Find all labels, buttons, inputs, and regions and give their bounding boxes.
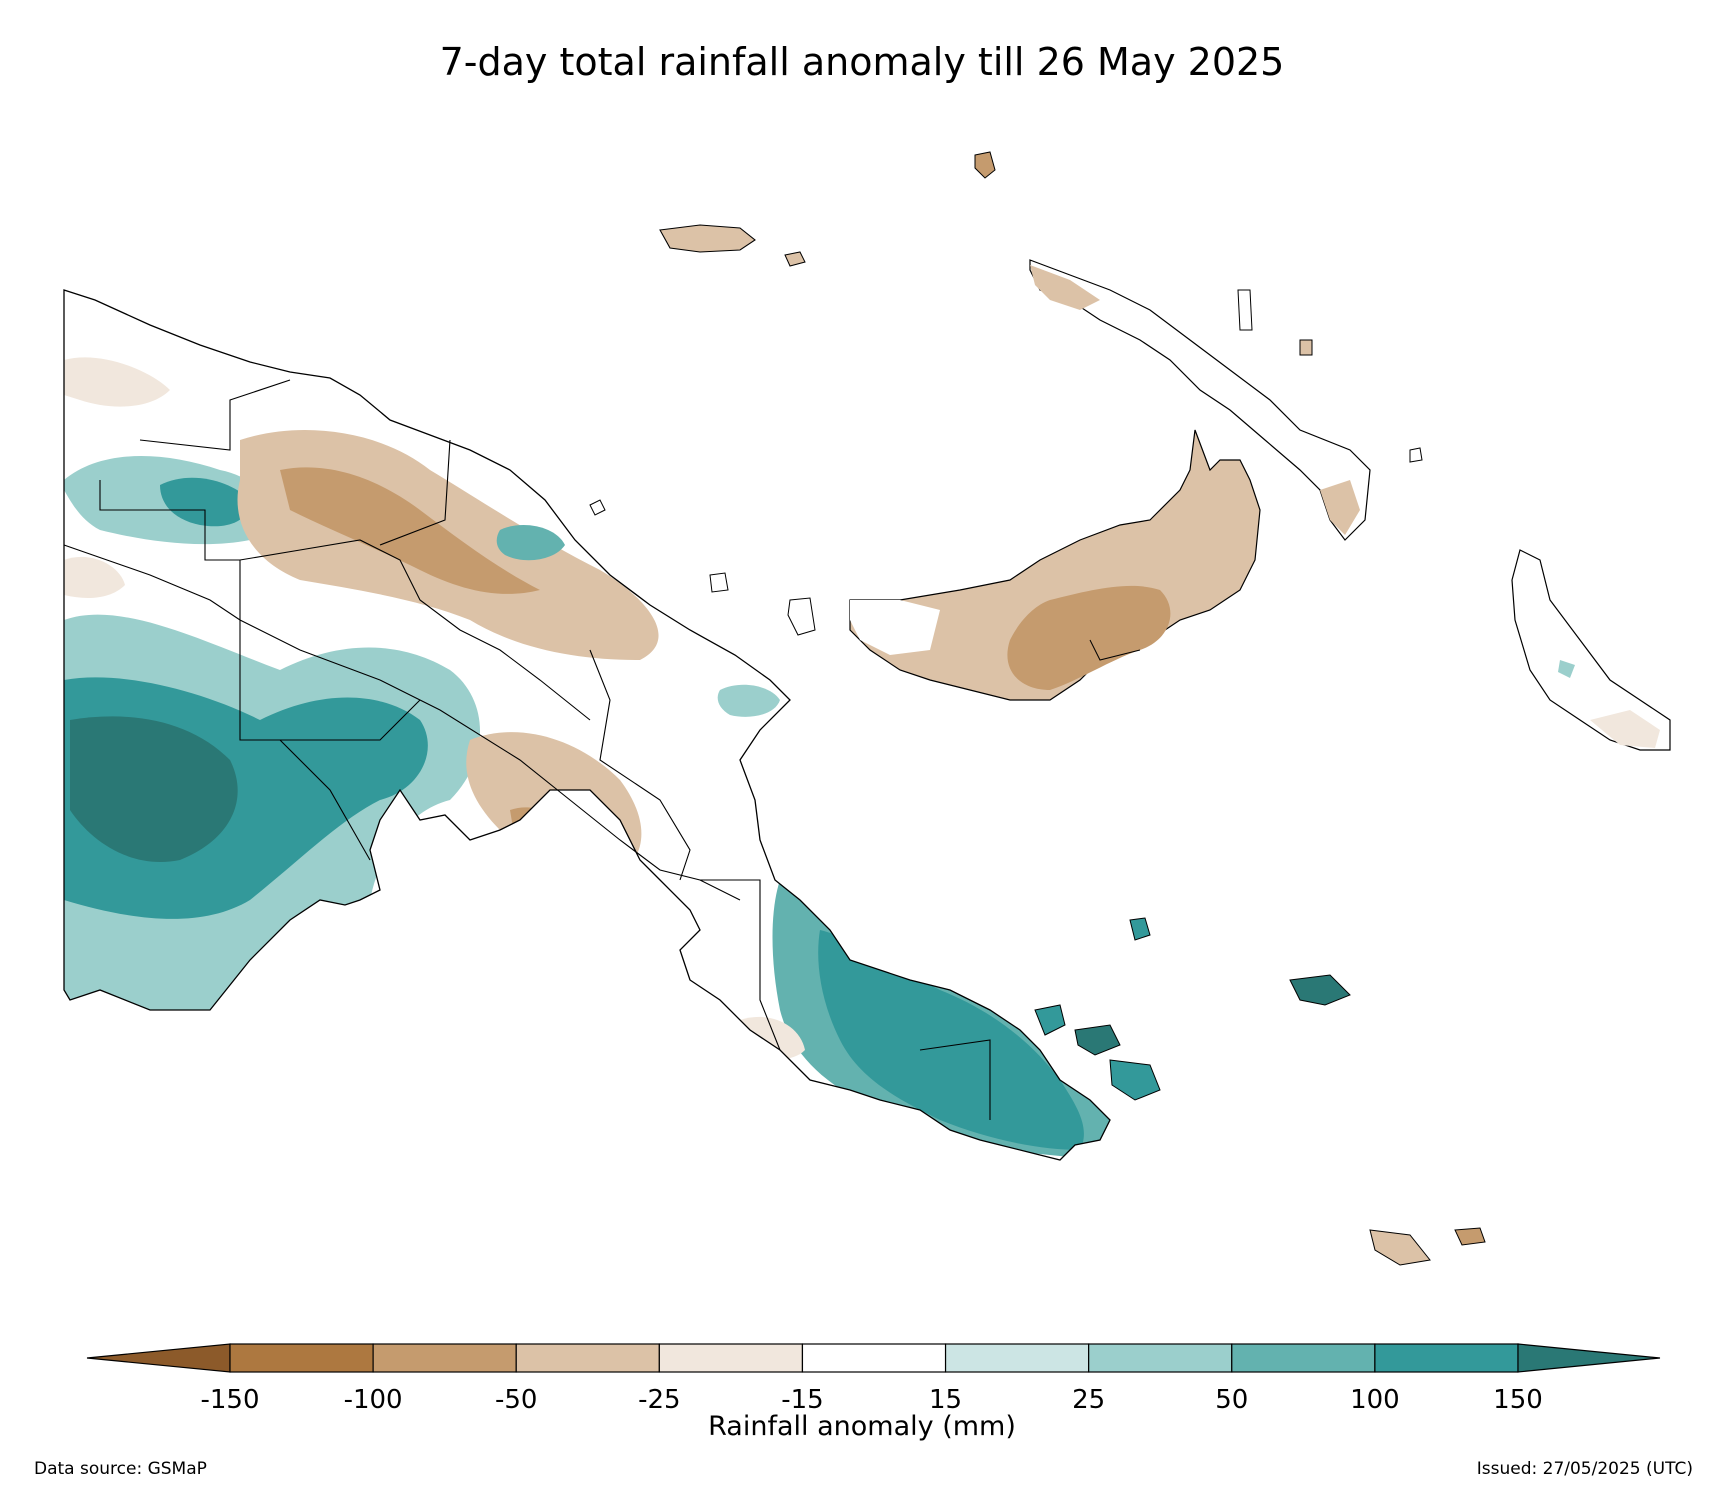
colorbar-tick-label: 150 (1493, 1385, 1543, 1415)
colorbar-bin (229, 1343, 374, 1373)
positive-anomaly-region-southeast-core (818, 930, 1084, 1150)
colorbar-extend-high (1517, 1343, 1661, 1373)
manus-island (659, 224, 806, 267)
colorbar-tick-label: -25 (638, 1385, 680, 1415)
colorbar-tick-label: 25 (1072, 1385, 1105, 1415)
province-boundaries (63, 379, 991, 1120)
colorbar-bin (372, 1343, 517, 1373)
new-britain-core-anomaly (1007, 585, 1171, 690)
colorbar-extend-low (86, 1343, 231, 1373)
small-islands (589, 151, 1423, 636)
data-source-note: Data source: GSMaP (34, 1459, 207, 1479)
colorbar-bin (944, 1343, 1090, 1373)
milne-bay-islands (1034, 917, 1486, 1266)
colorbar-tick-label: -100 (344, 1385, 403, 1415)
bougainville-south-anomaly (1590, 710, 1660, 748)
map-title: 7-day total rainfall anomaly till 26 May… (439, 40, 1285, 84)
mainland-outline (63, 289, 1111, 1161)
colorbar-tick-label: -15 (781, 1385, 823, 1415)
positive-anomaly-region-southwest-peak (70, 716, 238, 862)
colorbar-bin (1374, 1343, 1519, 1373)
colorbar-tick-label: 100 (1350, 1385, 1400, 1415)
colorbar: -150 -100 -50 -25 -15 15 25 50 100 150 (86, 1343, 1661, 1415)
colorbar-bin (515, 1343, 660, 1373)
colorbar-bin (658, 1343, 804, 1373)
new-ireland-north-anomaly (1030, 265, 1100, 310)
new-britain-island (849, 429, 1261, 701)
new-ireland-island (1029, 259, 1371, 541)
colorbar-bin (1088, 1343, 1233, 1373)
colorbar-tick-label: -150 (200, 1385, 259, 1415)
colorbar-bin (1231, 1343, 1376, 1373)
positive-anomaly-region-northwest-core (160, 477, 250, 527)
colorbar-bin (801, 1343, 947, 1373)
colorbar-tick-label: 50 (1215, 1385, 1248, 1415)
positive-anomaly-patch-north (496, 525, 565, 561)
bougainville-positive-patch (1558, 660, 1575, 678)
colorbar-label: Rainfall anomaly (mm) (708, 1411, 1016, 1442)
colorbar-tick-label: 15 (929, 1385, 962, 1415)
negative-anomaly-region-highlands-core (280, 467, 540, 594)
negative-anomaly-patch-northwest (64, 357, 170, 407)
anomaly-contours-mainland (64, 357, 1110, 1160)
negative-anomaly-region-south-central-core (510, 807, 575, 861)
rainfall-anomaly-map (63, 151, 1671, 1266)
new-ireland-south-anomaly (1320, 480, 1360, 535)
positive-anomaly-patch-east (717, 684, 780, 717)
bougainville-island (1511, 549, 1671, 751)
colorbar-tick-label: -50 (495, 1385, 537, 1415)
negative-anomaly-patch-west (64, 556, 125, 598)
new-britain-west-light (850, 600, 940, 655)
issued-date-note: Issued: 27/05/2025 (UTC) (1476, 1459, 1693, 1479)
